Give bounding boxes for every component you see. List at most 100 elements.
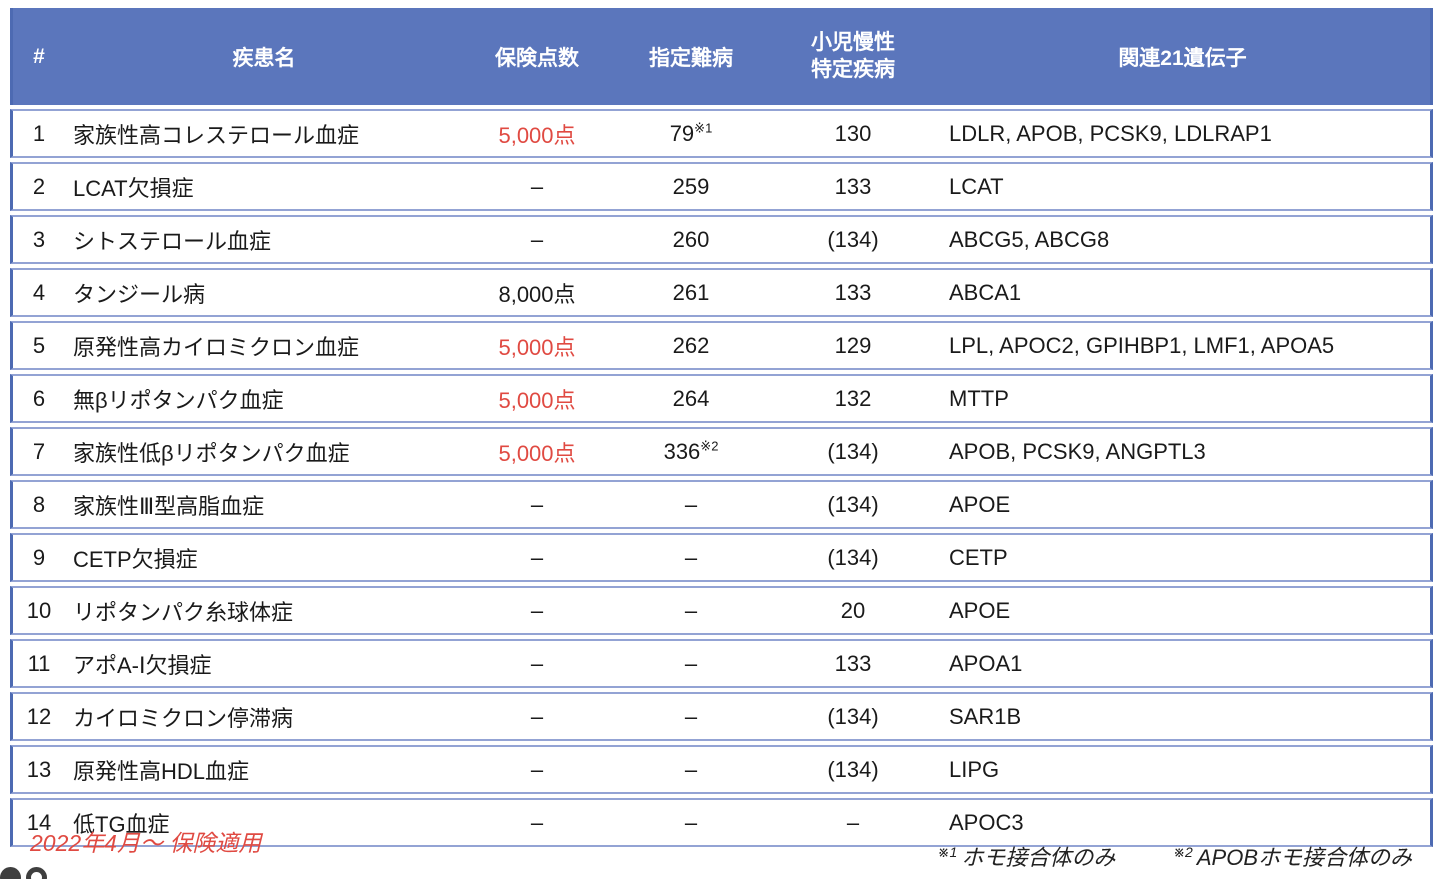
cell-insurance-points: – bbox=[530, 597, 544, 623]
cell-insurance-points: 8,000点 bbox=[498, 281, 576, 307]
cell-pediatric-number: 133 bbox=[834, 173, 872, 199]
table-row: 4 タンジール病 8,000点 261 133 ABCA1 bbox=[10, 268, 1433, 317]
insurance-coverage-note: 2022年4月～ 保険適用 bbox=[30, 830, 262, 856]
cell-nanbyo-footnote-marker: ※2 bbox=[700, 438, 719, 454]
table-row: 12 カイロミクロン停滞病 – – (134) SAR1B bbox=[10, 692, 1433, 741]
footnote-2-marker: ※2 bbox=[1173, 843, 1193, 860]
cell-number: 6 bbox=[32, 385, 46, 411]
cell-insurance-points: 5,000点 bbox=[498, 334, 576, 360]
cell-number: 11 bbox=[27, 650, 51, 676]
cell-number: 13 bbox=[26, 756, 52, 782]
table-row: 10 リポタンパク糸球体症 – – 20 APOE bbox=[10, 586, 1433, 635]
cell-number: 14 bbox=[26, 809, 52, 835]
col-header-pediatric-chronic-disease: 小児慢性 特定疾病 bbox=[811, 31, 895, 81]
col-header-related-21-genes: 関連21遺伝子 bbox=[1118, 46, 1247, 70]
table-row: 3 シトステロール血症 – 260 (134) ABCG5, ABCG8 bbox=[10, 215, 1433, 264]
cell-disease-name: 原発性高HDL血症 bbox=[73, 758, 250, 784]
cell-disease-name: カイロミクロン停滞病 bbox=[73, 705, 294, 731]
cell-related-genes: LCAT bbox=[949, 173, 1004, 199]
col-header-insurance-points: 保険点数 bbox=[495, 46, 579, 70]
cell-disease-name: シトステロール血症 bbox=[73, 228, 272, 254]
table-row: 9 CETP欠損症 – – (134) CETP bbox=[10, 533, 1433, 582]
cell-nanbyo-value: 259 bbox=[672, 173, 710, 199]
cell-pediatric-number: 133 bbox=[834, 650, 872, 676]
cell-nanbyo-value: 79 bbox=[669, 120, 695, 146]
cell-nanbyo-value: – bbox=[684, 597, 698, 623]
cell-designated-intractable-number: – bbox=[611, 810, 771, 836]
cell-designated-intractable-number: 261 bbox=[611, 280, 771, 306]
disease-gene-table: # 疾患名 保険点数 指定難病 小児慢性 特定疾病 関連21遺伝子 1 家族性高コ… bbox=[10, 8, 1433, 851]
footnote-1-marker: ※1 bbox=[937, 843, 958, 860]
cell-disease-name: 家族性Ⅲ型高脂血症 bbox=[73, 493, 265, 519]
cell-related-genes: LPL, APOC2, GPIHBP1, LMF1, APOA5 bbox=[949, 332, 1335, 358]
cell-nanbyo-footnote-marker: ※1 bbox=[694, 120, 713, 136]
cell-disease-name: タンジール病 bbox=[73, 281, 206, 307]
table-row: 7 家族性低βリポタンパク血症 5,000点 336※2 (134) APOB, PCSK… bbox=[10, 427, 1433, 476]
cell-insurance-points: – bbox=[530, 173, 544, 199]
cell-insurance-points: – bbox=[530, 491, 544, 517]
cell-related-genes: LDLR, APOB, PCSK9, LDLRAP1 bbox=[949, 120, 1272, 146]
cell-related-genes: APOE bbox=[949, 491, 1011, 517]
cell-number: 8 bbox=[32, 491, 46, 517]
cell-nanbyo-value: – bbox=[684, 544, 698, 570]
col-header-disease-name: 疾患名 bbox=[232, 46, 296, 70]
cell-nanbyo-value: 336 bbox=[663, 438, 701, 464]
cell-pediatric-number: – bbox=[846, 809, 860, 835]
table-row: 14 低TG血症 – – – APOC3 bbox=[10, 798, 1433, 847]
cell-related-genes: APOE bbox=[949, 597, 1011, 623]
cell-related-genes: ABCG5, ABCG8 bbox=[949, 226, 1110, 252]
cell-designated-intractable-number: 336※2 bbox=[611, 439, 771, 465]
cell-designated-intractable-number: 260 bbox=[611, 227, 771, 253]
table-row: 13 原発性高HDL血症 – – (134) LIPG bbox=[10, 745, 1433, 794]
cell-pediatric-number: (134) bbox=[827, 491, 879, 517]
cell-insurance-points: – bbox=[530, 226, 544, 252]
cell-designated-intractable-number: 262 bbox=[611, 333, 771, 359]
cell-number: 4 bbox=[32, 279, 46, 305]
cell-nanbyo-value: – bbox=[684, 703, 698, 729]
cell-related-genes: APOC3 bbox=[949, 809, 1024, 835]
cell-designated-intractable-number: – bbox=[611, 757, 771, 783]
table-row: 5 原発性高カイロミクロン血症 5,000点 262 129 LPL, APOC2, GP… bbox=[10, 321, 1433, 370]
cell-related-genes: APOB, PCSK9, ANGPTL3 bbox=[949, 438, 1206, 464]
footnote-1-text: ホモ接合体のみ bbox=[961, 845, 1116, 870]
cell-designated-intractable-number: – bbox=[611, 651, 771, 677]
cell-related-genes: CETP bbox=[949, 544, 1008, 570]
cell-pediatric-number: (134) bbox=[827, 226, 879, 252]
cell-nanbyo-value: 261 bbox=[672, 279, 710, 305]
cell-related-genes: SAR1B bbox=[949, 703, 1022, 729]
footnotes: ※1 ホモ接合体のみ ※2 APOBホモ接合体のみ bbox=[938, 840, 1412, 872]
cell-designated-intractable-number: – bbox=[611, 545, 771, 571]
cell-insurance-points: 5,000点 bbox=[498, 440, 576, 466]
cell-nanbyo-value: 262 bbox=[672, 332, 710, 358]
cell-disease-name: リポタンパク糸球体症 bbox=[73, 599, 294, 625]
cell-related-genes: LIPG bbox=[949, 756, 1000, 782]
cell-disease-name: 低TG血症 bbox=[73, 811, 170, 837]
cell-insurance-points: 5,000点 bbox=[498, 122, 576, 148]
cell-insurance-points: – bbox=[530, 756, 544, 782]
cell-number: 2 bbox=[32, 173, 46, 199]
table-row: 8 家族性Ⅲ型高脂血症 – – (134) APOE bbox=[10, 480, 1433, 529]
cell-pediatric-number: 132 bbox=[834, 385, 872, 411]
cell-disease-name: CETP欠損症 bbox=[73, 546, 198, 572]
table-header-row: # 疾患名 保険点数 指定難病 小児慢性 特定疾病 関連21遺伝子 bbox=[10, 8, 1433, 105]
cell-pediatric-number: (134) bbox=[827, 703, 879, 729]
cell-designated-intractable-number: 79※1 bbox=[611, 121, 771, 147]
cell-pediatric-number: 133 bbox=[834, 279, 872, 305]
cell-designated-intractable-number: – bbox=[611, 492, 771, 518]
cell-pediatric-number: 129 bbox=[834, 332, 872, 358]
table-row: 2 LCAT欠損症 – 259 133 LCAT bbox=[10, 162, 1433, 211]
cell-related-genes: MTTP bbox=[949, 385, 1009, 411]
cell-insurance-points: – bbox=[530, 703, 544, 729]
cell-pediatric-number: (134) bbox=[827, 438, 879, 464]
table-body: 1 家族性高コレステロール血症 5,000点 79※1 130 LDLR, APOB, P… bbox=[10, 109, 1433, 847]
cell-pediatric-number: (134) bbox=[827, 544, 879, 570]
cell-disease-name: アポA-Ⅰ欠損症 bbox=[73, 652, 212, 678]
table-row: 6 無βリポタンパク血症 5,000点 264 132 MTTP bbox=[10, 374, 1433, 423]
dot-outline-icon bbox=[26, 867, 47, 879]
cell-insurance-points: – bbox=[530, 650, 544, 676]
decoration-dots bbox=[0, 867, 52, 879]
footnote-1: ※1 ホモ接合体のみ bbox=[938, 840, 1116, 872]
cell-disease-name: 無βリポタンパク血症 bbox=[73, 387, 284, 413]
cell-number: 7 bbox=[32, 438, 46, 464]
